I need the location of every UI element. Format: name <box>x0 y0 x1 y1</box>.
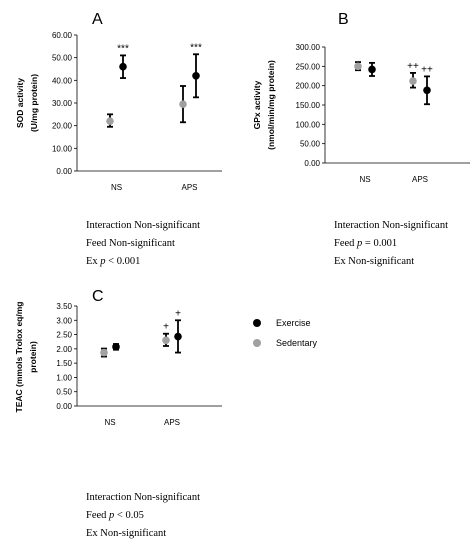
panel-c-y-tick-label: 0.50 <box>56 388 72 397</box>
panel-b-stat-line: Feed p = 0.001 <box>334 238 398 249</box>
panel-c-y-tick-label: 1.00 <box>56 373 72 382</box>
legend-label-sedentary: Sedentary <box>276 338 318 348</box>
panel-b-category-label: APS <box>412 175 428 184</box>
legend-marker-exercise <box>253 319 261 327</box>
panel-a-y-tick-label: 50.00 <box>52 54 73 63</box>
panel-b-y-tick-label: 300.00 <box>296 43 321 52</box>
legend-marker-sedentary <box>253 339 261 347</box>
legend-label-exercise: Exercise <box>276 318 311 328</box>
panel-c-sedentary-point <box>100 348 108 357</box>
panel-c-y-tick-label: 0.00 <box>56 402 72 411</box>
panel-b-y-label: (nmol/min/mg protein) <box>266 60 276 150</box>
panel-c-category-label: APS <box>164 418 180 427</box>
panel-c-y-tick-label: 1.50 <box>56 359 72 368</box>
panel-a-exercise-point <box>119 62 127 71</box>
panel-c-exercise-significance: + <box>175 308 181 319</box>
panel-a-y-tick-label: 30.00 <box>52 99 73 108</box>
panel-b-stat-line: Interaction Non-significant <box>334 220 449 231</box>
panel-a-category-label: NS <box>111 183 122 192</box>
panel-c-sedentary-significance: + <box>163 322 169 333</box>
panel-a-stat-line: Feed Non-significant <box>86 238 175 249</box>
panel-b-letter: B <box>338 11 349 28</box>
panel-a-exercise-significance: *** <box>117 43 129 54</box>
panel-c-y-label: TEAC (mmols Trolox eq/mg <box>14 302 24 413</box>
panel-c-y-tick-label: 2.00 <box>56 345 72 354</box>
panel-a-y-tick-label: 60.00 <box>52 31 73 40</box>
panel-c-stat-line: Interaction Non-significant <box>86 492 201 503</box>
panel-a-y-label: (U/mg protein) <box>29 74 39 132</box>
panel-c-exercise-point <box>174 332 182 341</box>
panel-b-category-label: NS <box>359 175 370 184</box>
panel-a-y-tick-label: 40.00 <box>52 76 73 85</box>
panel-a-y-tick-label: 10.00 <box>52 144 73 153</box>
panel-c-category-label: NS <box>104 418 115 427</box>
panel-b-sedentary-point <box>409 77 417 85</box>
panel-b-y-label: GPx activity <box>252 80 262 129</box>
panel-a-stat-line: Interaction Non-significant <box>86 220 201 231</box>
panel-b-exercise-significance: ++ <box>421 64 433 75</box>
panel-c-stat-line: Ex Non-significant <box>86 528 167 539</box>
panel-c-y-label: protein) <box>28 341 38 373</box>
panel-a-letter: A <box>92 11 103 28</box>
panel-c-y-tick-label: 2.50 <box>56 331 72 340</box>
panel-c-stat-line: Feed p < 0.05 <box>86 510 144 521</box>
panel-b-exercise-point <box>423 86 431 95</box>
panel-a-exercise-point <box>192 72 200 80</box>
panel-b-y-tick-label: 0.00 <box>304 159 320 168</box>
panel-b-stat-line: Ex Non-significant <box>334 256 415 267</box>
panel-a-sedentary-point <box>179 100 187 108</box>
panel-b-y-tick-label: 50.00 <box>300 140 321 149</box>
panel-b-y-tick-label: 250.00 <box>296 62 321 71</box>
panel-c-sedentary-point <box>162 336 170 345</box>
panel-b-sedentary-significance: ++ <box>407 61 419 72</box>
panel-a-y-tick-label: 20.00 <box>52 122 73 131</box>
panel-c-y-tick-label: 3.50 <box>56 302 72 311</box>
panel-a-category-label: APS <box>181 183 197 192</box>
panel-c-letter: C <box>92 288 104 305</box>
panel-a-stat-line: Ex p < 0.001 <box>86 256 141 267</box>
panel-b-exercise-point <box>368 65 376 74</box>
panel-a-sedentary-point <box>106 117 114 125</box>
panel-b-y-tick-label: 100.00 <box>296 120 321 129</box>
panel-a-y-label: SOD activity <box>15 78 25 128</box>
panel-c-exercise-point <box>112 343 120 351</box>
panel-b-sedentary-point <box>354 62 362 71</box>
panel-a-y-tick-label: 0.00 <box>56 167 72 176</box>
panel-c-y-tick-label: 3.00 <box>56 316 72 325</box>
panel-b-y-tick-label: 150.00 <box>296 101 321 110</box>
panel-a-exercise-significance: *** <box>190 42 202 53</box>
panel-b-y-tick-label: 200.00 <box>296 82 321 91</box>
